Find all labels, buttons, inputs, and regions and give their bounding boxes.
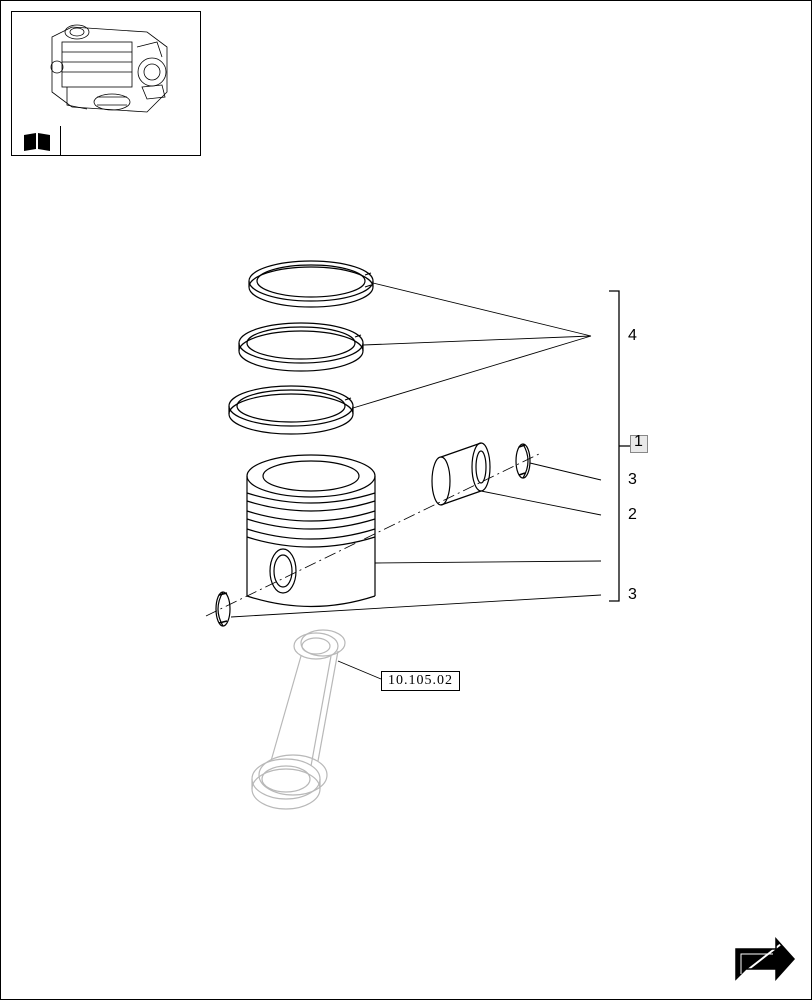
piston-ring-middle xyxy=(239,323,363,371)
callout-1: 1 xyxy=(634,433,643,451)
piston-pin xyxy=(432,443,490,505)
engine-assembly-icon xyxy=(27,17,187,127)
piston-body xyxy=(247,455,375,607)
exploded-view xyxy=(181,231,641,831)
callout-3-upper: 3 xyxy=(628,471,637,489)
manual-page-icon xyxy=(22,132,52,152)
circlip-left xyxy=(216,592,230,626)
piston-ring-top xyxy=(249,261,373,307)
thumbnail-tab xyxy=(11,126,61,156)
thumbnail-panel xyxy=(11,11,201,156)
circlip-right xyxy=(516,444,530,478)
next-page-icon[interactable] xyxy=(731,934,796,984)
callout-2: 2 xyxy=(628,506,637,524)
callout-3-lower: 3 xyxy=(628,586,637,604)
piston-ring-bottom xyxy=(229,386,353,434)
callout-4: 4 xyxy=(628,327,637,345)
cross-reference-box[interactable]: 10.105.02 xyxy=(381,671,460,691)
cross-reference-label: 10.105.02 xyxy=(388,673,453,688)
connecting-rod-ghost xyxy=(252,630,345,809)
